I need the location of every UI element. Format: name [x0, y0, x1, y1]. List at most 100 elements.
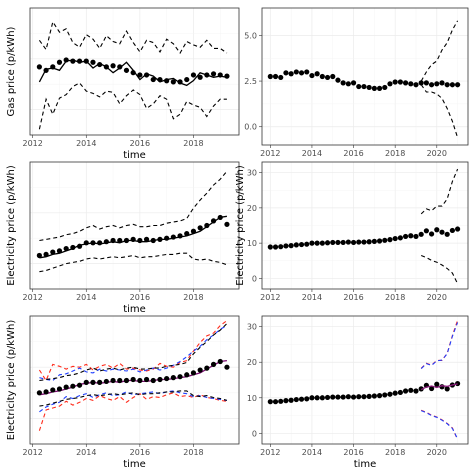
data-point: [345, 394, 351, 400]
panel-border: [29, 161, 240, 290]
data-point: [283, 70, 289, 76]
data-point: [444, 386, 450, 392]
data-point: [272, 73, 279, 80]
data-point: [224, 364, 230, 370]
data-point: [387, 391, 393, 397]
data-point: [408, 81, 414, 87]
data-point: [309, 72, 315, 79]
data-point: [190, 72, 197, 78]
y-tick-label: 20: [247, 204, 257, 213]
data-point: [314, 240, 320, 246]
data-point: [278, 398, 284, 404]
data-point: [309, 395, 315, 401]
data-point: [454, 82, 461, 88]
data-point: [197, 74, 203, 80]
data-point: [340, 80, 346, 86]
data-point: [366, 393, 372, 399]
data-point: [397, 235, 403, 241]
x-tick-label: 2016: [130, 293, 150, 302]
data-point: [170, 375, 176, 381]
y-tick-label: 5.0: [244, 31, 257, 40]
data-point: [324, 394, 331, 401]
chart-panel-2: 2012 2014 2016 2018 2020 0.0 2.5 5.0: [244, 7, 469, 158]
data-point: [413, 388, 419, 394]
x-tick-label: 2012: [22, 448, 42, 457]
x-tick-label: 2014: [76, 293, 96, 302]
x-tick-label: 2014: [76, 139, 96, 148]
data-point: [298, 396, 305, 402]
data-point: [413, 82, 419, 88]
x-tick-label: 2014: [302, 448, 322, 457]
panel-border: [261, 7, 469, 146]
series-upper-line: [39, 170, 228, 242]
data-point: [83, 379, 89, 385]
y-axis-title: Electricity price (p/kWh): [6, 320, 17, 441]
x-tick-label: 2020: [427, 149, 447, 158]
data-point: [376, 85, 383, 91]
x-tick-label: 2016: [130, 139, 150, 148]
data-point: [63, 384, 69, 390]
x-tick-label: 2018: [183, 293, 203, 302]
data-point: [293, 69, 299, 75]
data-point: [434, 381, 440, 387]
data-point: [428, 82, 435, 88]
data-point: [376, 238, 383, 244]
x-tick-label: 2020: [427, 293, 447, 302]
data-point: [434, 81, 440, 87]
y-tick-label: 0: [252, 274, 257, 283]
series-black-lower-line: [39, 390, 228, 407]
data-point: [184, 372, 190, 378]
data-point: [278, 244, 284, 250]
data-point: [50, 249, 56, 255]
data-point: [345, 81, 351, 87]
data-point: [330, 239, 336, 246]
x-tick-label: 2014: [302, 293, 322, 302]
panel-border: [261, 315, 469, 445]
series-red-lower-line: [38, 392, 227, 431]
x-tick-label: 2014: [76, 448, 96, 457]
y-axis-title: Electricity price (p/kWh): [235, 165, 246, 286]
data-point: [304, 396, 310, 402]
data-point: [449, 82, 455, 88]
data-point: [267, 244, 273, 250]
data-point: [413, 233, 419, 240]
series-blue-upper-line: [39, 325, 228, 382]
panel-border: [261, 161, 469, 290]
data-point: [335, 394, 341, 400]
data-point: [439, 229, 445, 235]
data-point: [210, 71, 217, 77]
x-tick-label: 2012: [260, 149, 280, 158]
y-tick-label: 30: [247, 169, 257, 178]
data-point: [90, 379, 96, 385]
data-point: [143, 236, 150, 242]
data-point: [164, 375, 170, 382]
series-fitted-line: [39, 215, 228, 259]
y-tick-label: 30: [247, 323, 257, 332]
data-point: [298, 241, 305, 248]
data-point: [217, 358, 223, 365]
x-tick-label: 2014: [302, 149, 322, 158]
series-upper-line: [420, 20, 459, 82]
data-point: [288, 71, 294, 77]
data-point: [283, 243, 289, 249]
data-point: [278, 74, 284, 81]
y-tick-label: 10: [247, 394, 257, 403]
data-point: [387, 81, 393, 87]
data-point: [319, 240, 325, 246]
series-fitted-line: [420, 383, 458, 391]
data-point: [382, 84, 388, 91]
data-point: [272, 399, 279, 405]
series-lower-red-line: [420, 409, 459, 440]
data-point: [350, 394, 357, 400]
data-point: [335, 239, 341, 246]
data-point: [293, 396, 299, 403]
data-point: [36, 390, 42, 396]
data-point: [304, 241, 310, 247]
data-point: [340, 239, 346, 246]
data-point: [361, 239, 367, 245]
series-blue-lower-line: [39, 390, 227, 413]
data-point: [392, 79, 398, 85]
panel-border: [29, 315, 240, 445]
chart-panel-3: 2012 2014 2016 2018 time Electricity price (p…: [6, 161, 240, 315]
